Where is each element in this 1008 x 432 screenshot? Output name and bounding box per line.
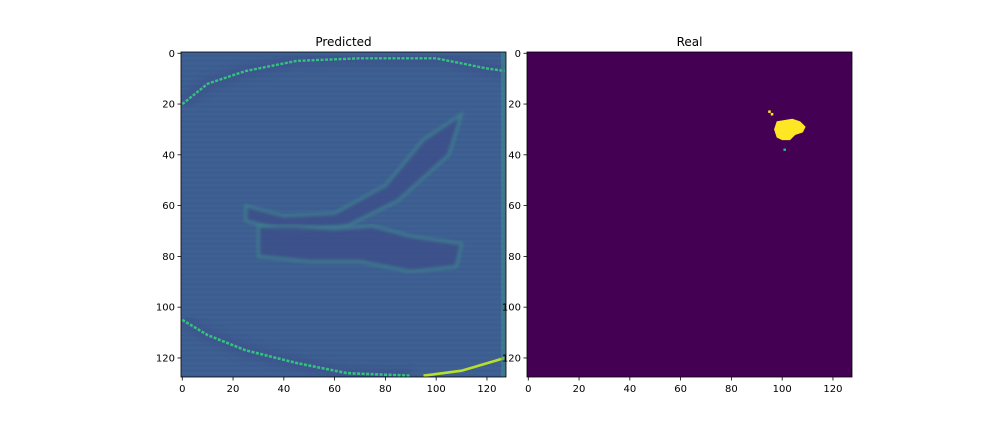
- predicted-scanline: [181, 189, 506, 192]
- predicted-scanline: [181, 357, 506, 360]
- predicted-scanline: [181, 88, 506, 91]
- real-background: [527, 52, 852, 377]
- predicted-scanline: [181, 204, 506, 207]
- predicted-scanline: [181, 133, 506, 136]
- predicted-scanline: [181, 159, 506, 162]
- predicted-scanline: [181, 113, 506, 116]
- predicted-skull-edge-top: [181, 57, 505, 106]
- predicted-scanline: [181, 98, 506, 101]
- predicted-y-tick-label: 80: [162, 252, 175, 263]
- predicted-scanline: [181, 103, 506, 106]
- predicted-y-tick-label: 120: [156, 353, 175, 364]
- predicted-axes-frame: [180, 51, 507, 378]
- predicted-scanline: [181, 296, 506, 299]
- predicted-ventricle-lower: [257, 224, 464, 273]
- predicted-scanline: [181, 326, 506, 329]
- real-x-tick-label: 120: [823, 384, 842, 395]
- predicted-skull-edge-bottom-right: [423, 356, 506, 377]
- predicted-scanline: [181, 179, 506, 182]
- real-mask-pixel: [770, 112, 774, 116]
- predicted-scanline: [181, 154, 506, 157]
- predicted-x-tick-label: 0: [179, 384, 185, 395]
- predicted-x-tick-label: 60: [328, 384, 341, 395]
- real-x-tick-label: 100: [773, 384, 792, 395]
- predicted-title: Predicted: [315, 35, 371, 49]
- predicted-skull-edge-bottom: [181, 318, 411, 377]
- predicted-scanline: [181, 362, 506, 365]
- predicted-x-tick-label: 100: [427, 384, 446, 395]
- real-y-tick-label: 120: [502, 353, 521, 364]
- predicted-scanline: [181, 311, 506, 314]
- real-title: Real: [677, 35, 703, 49]
- predicted-scanline: [181, 138, 506, 141]
- predicted-y-tick-label: 60: [162, 201, 175, 212]
- real-mask-pixel: [783, 148, 786, 152]
- predicted-scanline: [181, 281, 506, 284]
- predicted-scanline: [181, 291, 506, 294]
- predicted-scanline: [181, 331, 506, 334]
- real-y-tick-label: 0: [515, 49, 521, 60]
- real-y-tick-label: 40: [508, 150, 521, 161]
- predicted-scanline: [181, 352, 506, 355]
- predicted-x-tick-label: 20: [227, 384, 240, 395]
- real-x-tick-label: 80: [725, 384, 738, 395]
- predicted-scanline: [181, 93, 506, 96]
- real-x-tick-label: 40: [623, 384, 636, 395]
- predicted-y-tick-label: 100: [156, 303, 175, 314]
- predicted-x-tick-label: 40: [277, 384, 290, 395]
- real-y-tick-label: 100: [502, 303, 521, 314]
- real-x-tick-label: 20: [573, 384, 586, 395]
- predicted-x-tick-label: 120: [477, 384, 496, 395]
- predicted-scanline: [181, 270, 506, 273]
- real-x-tick-label: 60: [674, 384, 687, 395]
- predicted-x-tick-label: 80: [379, 384, 392, 395]
- predicted-scanline: [181, 301, 506, 304]
- predicted-scanline: [181, 174, 506, 177]
- real-mask-region: [774, 118, 806, 141]
- predicted-scanline: [181, 194, 506, 197]
- real-y-tick-label: 60: [508, 201, 521, 212]
- predicted-axes: 0 20 40 60 80 100 120 0 20 40 60 80 100 120: [156, 49, 507, 395]
- predicted-scanline: [181, 199, 506, 202]
- real-x-tick-label: 0: [525, 384, 531, 395]
- predicted-scanline: [181, 143, 506, 146]
- real-heatmap: [527, 52, 852, 377]
- predicted-right-edge: [500, 52, 506, 377]
- real-y-tick-label: 20: [508, 100, 521, 111]
- predicted-scanline: [181, 169, 506, 172]
- predicted-y-tick-label: 40: [162, 150, 175, 161]
- predicted-scanline: [181, 148, 506, 151]
- predicted-heatmap: [181, 52, 506, 377]
- predicted-scanline: [181, 306, 506, 309]
- predicted-scanline: [181, 164, 506, 167]
- real-axes-frame: [526, 51, 853, 378]
- predicted-scanline: [181, 316, 506, 319]
- predicted-y-tick-label: 20: [162, 100, 175, 111]
- real-axes: 0 20 40 60 80 100 120 0 20 40 60 80 100 120: [502, 49, 853, 395]
- real-mask-pixel: [768, 110, 771, 113]
- predicted-scanline: [181, 108, 506, 111]
- predicted-scanline: [181, 184, 506, 187]
- predicted-panel: Predicted 0 20 40 60 80 100 120 0 20 40 60 80 100 120: [156, 35, 507, 395]
- real-panel: Real 0 20 40 60 80 100 120 0 20 40 60 80 100 120: [502, 35, 853, 395]
- predicted-y-tick-label: 0: [169, 49, 175, 60]
- predicted-scanline: [181, 321, 506, 324]
- predicted-scanline: [181, 275, 506, 278]
- predicted-scanline: [181, 286, 506, 289]
- real-y-tick-label: 80: [508, 252, 521, 263]
